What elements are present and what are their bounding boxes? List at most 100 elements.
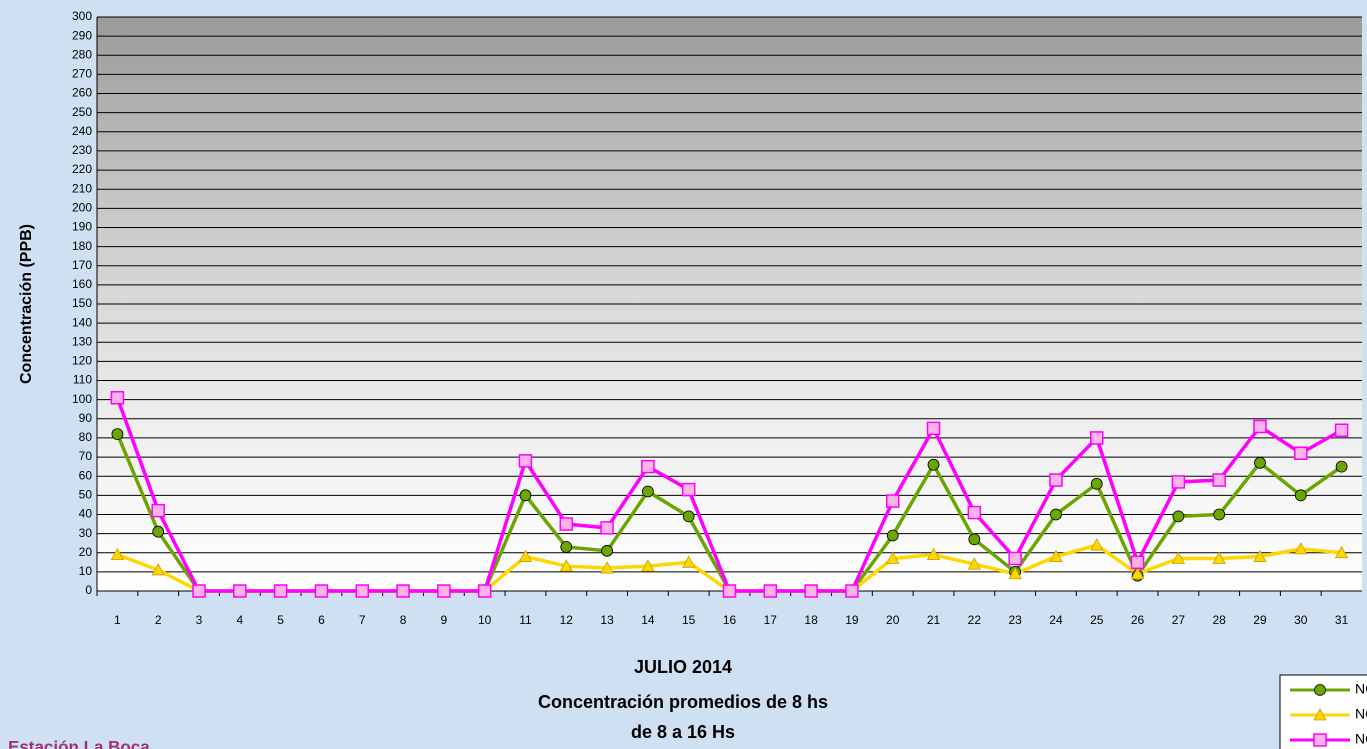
- point: [315, 585, 327, 597]
- y-tick-label: 220: [72, 162, 92, 176]
- y-tick-label: 170: [72, 258, 92, 272]
- point: [969, 534, 980, 545]
- point: [1050, 474, 1062, 486]
- point: [805, 585, 817, 597]
- x-tick-label: 4: [236, 613, 243, 627]
- y-tick-label: 160: [72, 277, 92, 291]
- y-tick-label: 40: [79, 507, 93, 521]
- y-tick-label: 300: [72, 9, 92, 23]
- y-tick-label: 90: [79, 411, 93, 425]
- point: [601, 522, 613, 534]
- point: [1254, 420, 1266, 432]
- x-tick-label: 8: [400, 613, 407, 627]
- legend-label: NOx: [1355, 731, 1367, 747]
- x-tick-label: 13: [600, 613, 614, 627]
- point: [1132, 556, 1144, 568]
- chart: Concentración (PPB) JULIO 2014 Concentra…: [0, 0, 1367, 749]
- y-tick-label: 110: [73, 373, 92, 387]
- chart-title: JULIO 2014: [634, 657, 732, 677]
- page: {"chart_data": { "type": "line", "title"…: [0, 0, 1367, 749]
- x-tick-label: 7: [359, 613, 366, 627]
- y-tick-label: 20: [79, 545, 93, 559]
- point: [356, 585, 368, 597]
- point: [1213, 474, 1225, 486]
- point: [193, 585, 205, 597]
- x-tick-label: 20: [886, 613, 900, 627]
- point: [520, 490, 531, 501]
- point: [561, 541, 572, 552]
- point: [968, 507, 980, 519]
- x-tick-label: 2: [155, 613, 162, 627]
- chart-subtitle: de 8 a 16 Hs: [631, 722, 735, 742]
- point: [724, 585, 736, 597]
- point: [479, 585, 491, 597]
- y-tick-label: 140: [72, 315, 92, 329]
- x-tick-label: 29: [1253, 613, 1267, 627]
- legend-label: NO2: [1355, 681, 1367, 697]
- point: [153, 526, 164, 537]
- point: [112, 429, 123, 440]
- point: [560, 518, 572, 530]
- point: [1173, 511, 1184, 522]
- y-tick-label: 100: [72, 392, 92, 406]
- point: [1336, 461, 1347, 472]
- y-tick-label: 230: [72, 143, 92, 157]
- point: [1295, 447, 1307, 459]
- point: [1314, 734, 1326, 746]
- x-tick-label: 1: [114, 613, 121, 627]
- point: [764, 585, 776, 597]
- point: [1091, 478, 1102, 489]
- station-label: Estación La Boca: [8, 737, 150, 749]
- y-tick-label: 180: [72, 239, 92, 253]
- x-tick-label: 24: [1049, 613, 1063, 627]
- point: [846, 585, 858, 597]
- point: [1214, 509, 1225, 520]
- point: [519, 455, 531, 467]
- point: [683, 484, 695, 496]
- y-tick-label: 70: [79, 449, 93, 463]
- x-tick-label: 18: [804, 613, 818, 627]
- y-tick-label: 60: [79, 468, 93, 482]
- x-tick-label: 31: [1335, 613, 1349, 627]
- y-tick-label: 200: [72, 201, 92, 215]
- point: [1091, 432, 1103, 444]
- x-tick-label: 28: [1212, 613, 1226, 627]
- point: [642, 461, 654, 473]
- x-tick-label: 11: [519, 613, 532, 627]
- x-tick-label: 25: [1090, 613, 1104, 627]
- y-tick-label: 50: [79, 488, 93, 502]
- point: [1009, 552, 1021, 564]
- point: [1254, 457, 1265, 468]
- x-tick-label: 10: [478, 613, 492, 627]
- y-tick-label: 280: [72, 47, 92, 61]
- point: [438, 585, 450, 597]
- y-tick-label: 30: [79, 526, 93, 540]
- x-tick-label: 17: [764, 613, 778, 627]
- point: [397, 585, 409, 597]
- point: [887, 495, 899, 507]
- point: [234, 585, 246, 597]
- point: [152, 505, 164, 517]
- y-tick-label: 150: [72, 296, 92, 310]
- x-tick-label: 30: [1294, 613, 1308, 627]
- y-tick-label: 190: [72, 220, 92, 234]
- point: [1295, 490, 1306, 501]
- x-tick-label: 6: [318, 613, 325, 627]
- y-tick-label: 240: [72, 124, 92, 138]
- chart-subtitle: Concentración promedios de 8 hs: [538, 692, 828, 712]
- y-tick-label: 80: [79, 430, 93, 444]
- y-tick-label: 130: [72, 334, 92, 348]
- point: [683, 511, 694, 522]
- point: [1315, 685, 1326, 696]
- point: [887, 530, 898, 541]
- x-tick-label: 22: [968, 613, 982, 627]
- y-tick-label: 260: [72, 86, 92, 100]
- legend-label: NO: [1355, 706, 1367, 722]
- y-tick-label: 290: [72, 28, 92, 42]
- x-tick-label: 27: [1172, 613, 1186, 627]
- y-tick-label: 250: [72, 105, 92, 119]
- x-tick-label: 14: [641, 613, 655, 627]
- point: [275, 585, 287, 597]
- y-tick-label: 0: [85, 583, 92, 597]
- point: [111, 392, 123, 404]
